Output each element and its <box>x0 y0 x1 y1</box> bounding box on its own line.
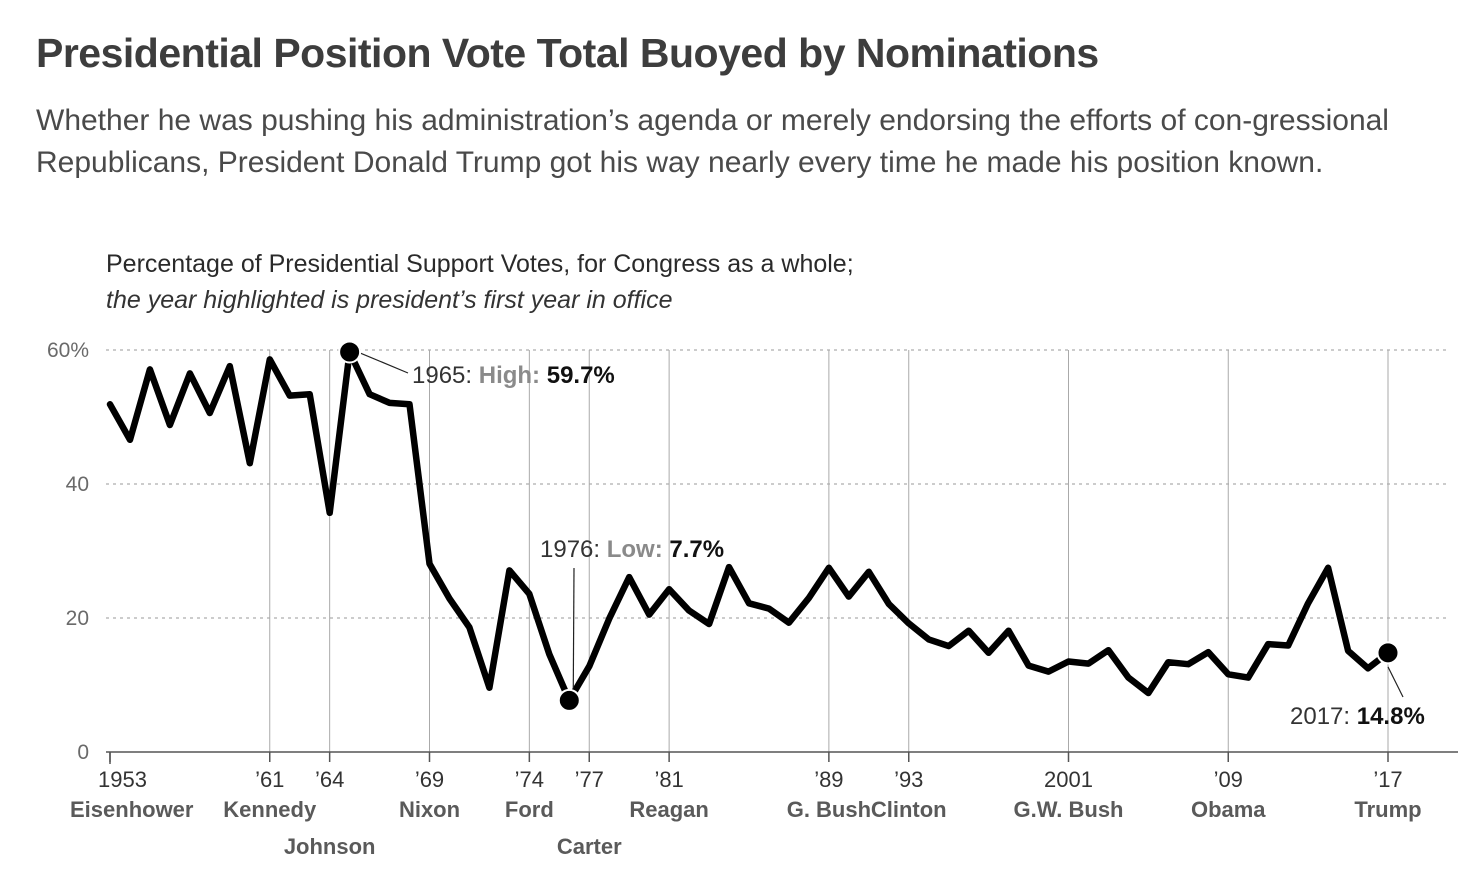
y-tick-label: 0 <box>77 741 89 764</box>
annotations: 1965: High: 59.7% 1976: Low: 7.7% 2017: 14… <box>338 340 1425 730</box>
president-label: Eisenhower <box>70 797 194 822</box>
president-label: Trump <box>1354 797 1421 822</box>
annotation-label: 1965: High: 59.7% <box>412 362 615 389</box>
annotation-leader-line <box>1387 666 1404 698</box>
y-tick-label: 40 <box>66 473 89 496</box>
x-tick-label: ’64 <box>315 767 344 792</box>
x-tick-label: ’69 <box>415 767 444 792</box>
x-tick-label: 1953 <box>98 767 147 792</box>
series-layer <box>106 348 1392 704</box>
president-label: Obama <box>1191 797 1266 822</box>
x-tick-label: ’09 <box>1214 767 1243 792</box>
chart-subtitle: the year highlighted is president’s firs… <box>106 286 673 314</box>
highlight-marker <box>557 688 581 712</box>
page-title: Presidential Position Vote Total Buoyed … <box>36 30 1099 76</box>
president-label: Nixon <box>399 797 460 822</box>
x-tick-label: 2001 <box>1044 767 1093 792</box>
president-label: Carter <box>557 834 622 859</box>
axes: 0 20 40 60% 1953 Eisenhower ’61 Kennedy ’64 Johns… <box>47 339 1458 859</box>
chart-title: Percentage of Presidential Support Votes… <box>106 250 854 278</box>
president-label: Clinton <box>871 797 947 822</box>
page-subtitle: Whether he was pushing his administratio… <box>36 104 1389 179</box>
x-tick-label: ’74 <box>515 767 544 792</box>
annotation-label: 1976: Low: 7.7% <box>540 536 724 563</box>
president-label: G.W. Bush <box>1014 797 1124 822</box>
president-label: Kennedy <box>223 797 317 822</box>
highlight-marker <box>338 340 362 364</box>
president-label: Reagan <box>629 797 708 822</box>
y-tick-label: 20 <box>66 607 89 630</box>
president-label: G. Bush <box>787 797 871 822</box>
grid-layer <box>106 349 1450 619</box>
x-tick-label: ’61 <box>255 767 284 792</box>
president-label: Ford <box>505 797 554 822</box>
x-tick-label: ’81 <box>654 767 683 792</box>
y-tick-label: 60% <box>47 339 89 362</box>
series-line <box>106 348 1392 704</box>
x-tick-label: ’17 <box>1373 767 1402 792</box>
x-tick-label: ’89 <box>814 767 843 792</box>
x-tick-label: ’93 <box>894 767 923 792</box>
president-label: Johnson <box>284 834 376 859</box>
president-start-lines <box>109 350 1389 764</box>
annotation-leader-line <box>572 567 575 689</box>
annotation-label: 2017: 14.8% <box>1290 703 1425 730</box>
x-tick-label: ’77 <box>575 767 604 792</box>
highlight-marker <box>1376 641 1400 665</box>
